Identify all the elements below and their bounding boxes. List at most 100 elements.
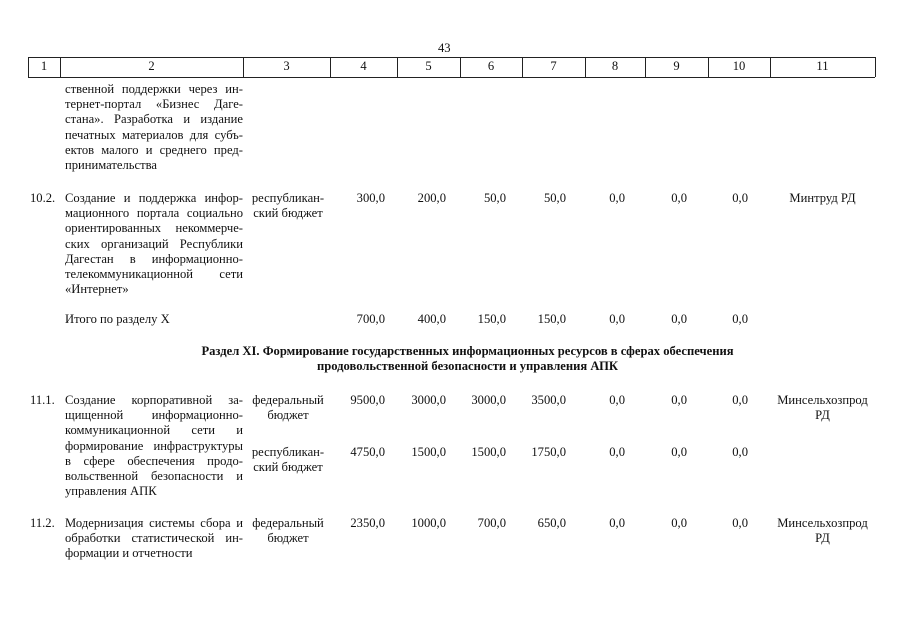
value-cell: 3000,0 — [411, 393, 446, 407]
column-divider — [28, 57, 29, 77]
header-top-border — [28, 57, 875, 58]
value-cell: 0,0 — [609, 516, 625, 530]
column-divider — [585, 57, 586, 77]
value-cell: 0,0 — [671, 312, 687, 326]
column-divider — [875, 57, 876, 77]
funding-source: федеральный бюджет — [247, 393, 329, 423]
column-header: 1 — [40, 59, 48, 73]
value-cell: 300,0 — [356, 191, 385, 205]
description-line: формации и отчетности — [65, 546, 193, 561]
description-line: Создание корпоративной за- — [65, 393, 243, 407]
column-divider — [522, 57, 523, 77]
row-description: ственной поддержки через ин-тернет-порта… — [65, 82, 243, 173]
value-cell: 400,0 — [417, 312, 446, 326]
row-number: 11.2. — [30, 516, 55, 530]
column-divider — [708, 57, 709, 77]
description-line: коммуникационной сети и — [65, 423, 243, 438]
value-cell: 50,0 — [483, 191, 506, 205]
value-cell: 650,0 — [537, 516, 566, 530]
description-line: Создание и поддержка инфор- — [65, 191, 243, 205]
section-title: Раздел XI. Формирование государственных … — [201, 344, 734, 358]
funding-source-line: ский бюджет — [253, 206, 323, 221]
row-number: 11.1. — [30, 393, 55, 407]
description-line: вольственной безопасности и — [65, 469, 243, 484]
funding-source: республикан-ский бюджет — [247, 191, 329, 221]
responsible-line: Минсельхозпрод — [777, 393, 868, 407]
responsible-agency: Минсельхозпрод РД — [770, 393, 875, 423]
value-cell: 150,0 — [477, 312, 506, 326]
funding-source: федеральный бюджет — [247, 516, 329, 546]
value-cell: 0,0 — [732, 393, 748, 407]
description-line: щищенной информационно- — [65, 408, 243, 423]
description-line: ских организаций Республики — [65, 236, 243, 251]
column-header: 11 — [816, 59, 829, 73]
value-cell: 1000,0 — [411, 516, 446, 530]
description-line: «Интернет» — [65, 282, 129, 297]
funding-source-line: бюджет — [267, 408, 309, 423]
description-line: ственной поддержки через ин- — [65, 82, 243, 96]
section-title-line2: продовольственной безопасности и управле… — [316, 359, 619, 373]
column-header: 7 — [550, 59, 557, 73]
value-cell: 4750,0 — [350, 445, 385, 459]
description-line: формирование инфраструктуры — [65, 438, 243, 453]
value-cell: 700,0 — [477, 516, 506, 530]
funding-source: республикан-ский бюджет — [247, 445, 329, 475]
description-line: в сфере обеспечения продо- — [65, 453, 243, 468]
value-cell: 0,0 — [609, 191, 625, 205]
description-line: печатных материалов для субъ- — [65, 127, 243, 142]
row-description: Создание корпоративной за-щищенной инфор… — [65, 393, 243, 499]
value-cell: 700,0 — [356, 312, 385, 326]
value-cell: 0,0 — [671, 516, 687, 530]
row-description: Модернизация системы сбора и обработки ст… — [65, 516, 243, 562]
column-divider — [330, 57, 331, 77]
value-cell: 0,0 — [671, 445, 687, 459]
funding-source-line: республикан- — [251, 191, 325, 205]
column-divider — [770, 57, 771, 77]
value-cell: 0,0 — [732, 516, 748, 530]
column-header: 3 — [283, 59, 290, 73]
responsible-agency: Минсельхозпрод РД — [770, 516, 875, 546]
description-line: принимательства — [65, 158, 157, 173]
column-header: 9 — [673, 59, 680, 73]
description-line: телекоммуникационной сети — [65, 267, 243, 282]
value-cell: 0,0 — [732, 191, 748, 205]
value-cell: 9500,0 — [350, 393, 385, 407]
value-cell: 200,0 — [417, 191, 446, 205]
funding-source-line: бюджет — [267, 531, 309, 546]
funding-source-line: ский бюджет — [253, 460, 323, 475]
header-bottom-border — [28, 77, 875, 78]
column-header: 2 — [148, 59, 155, 73]
column-header: 10 — [732, 59, 746, 73]
row-description: Создание и поддержка инфор-мационного по… — [65, 191, 243, 297]
column-divider — [397, 57, 398, 77]
value-cell: 50,0 — [543, 191, 566, 205]
value-cell: 0,0 — [732, 312, 748, 326]
column-header: 4 — [360, 59, 367, 73]
value-cell: 0,0 — [609, 312, 625, 326]
value-cell: 1500,0 — [471, 445, 506, 459]
total-label: Итого по разделу X — [65, 312, 170, 326]
value-cell: 1500,0 — [411, 445, 446, 459]
value-cell: 3500,0 — [531, 393, 566, 407]
funding-source-line: федеральный — [252, 516, 324, 530]
value-cell: 2350,0 — [350, 516, 385, 530]
column-divider — [60, 57, 61, 77]
description-line: Модернизация системы сбора и — [65, 516, 243, 530]
description-line: управления АПК — [65, 484, 157, 499]
description-line: Дагестан в информационно- — [65, 251, 243, 266]
responsible-agency: Минтруд РД — [789, 191, 856, 205]
value-cell: 150,0 — [537, 312, 566, 326]
column-header: 6 — [487, 59, 495, 73]
row-number: 10.2. — [30, 191, 56, 205]
description-line: ектов малого и среднего пред- — [65, 142, 243, 157]
responsible-line: Минсельхозпрод — [777, 516, 868, 530]
funding-source-line: федеральный — [252, 393, 324, 407]
description-line: мационного портала социально — [65, 206, 243, 221]
responsible-line: РД — [815, 531, 830, 546]
value-cell: 0,0 — [609, 393, 625, 407]
description-line: обработки статистической ин- — [65, 531, 243, 546]
value-cell: 0,0 — [732, 445, 748, 459]
value-cell: 0,0 — [671, 393, 687, 407]
column-divider — [460, 57, 461, 77]
